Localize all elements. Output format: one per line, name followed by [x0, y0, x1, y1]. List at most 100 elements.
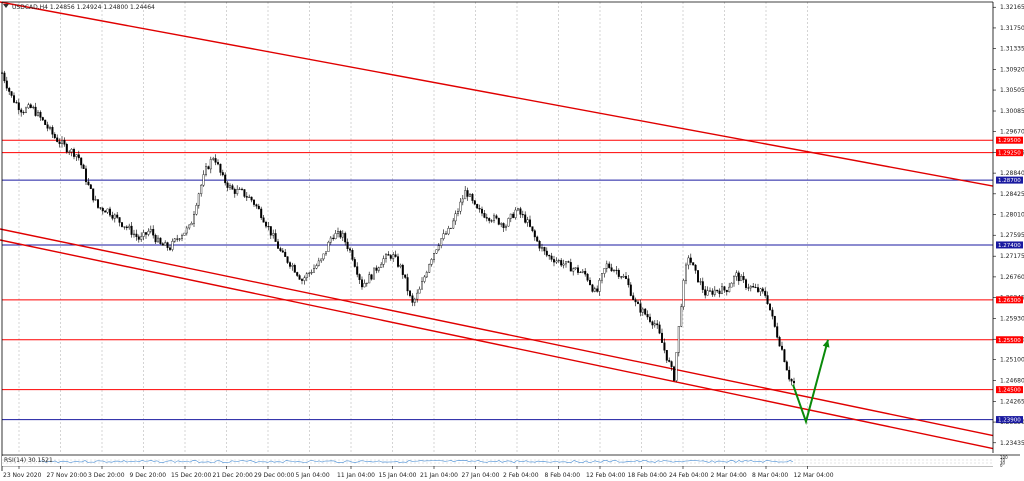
- candle-body: [613, 269, 616, 272]
- candle-body: [574, 267, 577, 269]
- candle-body: [610, 267, 613, 272]
- candle-body: [502, 223, 505, 228]
- price-tick-label: 1.24265: [1000, 398, 1024, 405]
- candle-body: [368, 274, 371, 284]
- time-tick-label: 18 Feb 04:00: [628, 472, 668, 479]
- candle-body: [87, 181, 90, 185]
- candle-body: [41, 117, 44, 121]
- candle-body: [58, 141, 61, 144]
- level-tag-label: 1.27400: [998, 243, 1021, 249]
- candle-body: [370, 274, 373, 280]
- candle-body: [742, 276, 745, 280]
- candle-body: [125, 226, 128, 229]
- candle-body: [183, 232, 186, 236]
- candle-body: [245, 196, 248, 198]
- candle-body: [334, 233, 337, 240]
- candle-body: [680, 306, 683, 327]
- trendlines: [0, 1, 994, 450]
- candle-body: [289, 262, 292, 267]
- candle-body: [192, 214, 195, 224]
- candle-body: [339, 231, 342, 238]
- candle-body: [488, 218, 491, 221]
- candle-body: [507, 218, 510, 227]
- candle-body: [725, 289, 728, 293]
- candle-body: [265, 221, 268, 227]
- candle-body: [437, 245, 440, 250]
- candle-body: [687, 257, 690, 266]
- candle-body: [344, 233, 347, 243]
- candle-body: [356, 266, 359, 275]
- candle-body: [425, 272, 428, 278]
- trendline: [0, 239, 994, 450]
- candle-body: [418, 288, 421, 294]
- candle-body: [416, 292, 419, 300]
- candle-body: [598, 279, 601, 292]
- candle-body: [495, 215, 498, 219]
- candle-body: [5, 80, 8, 89]
- price-tick-label: 1.28425: [1000, 191, 1024, 198]
- level-tag: [996, 416, 1023, 424]
- candle-body: [164, 242, 167, 246]
- candle-body: [706, 290, 709, 296]
- candle-body: [118, 217, 121, 223]
- candle-body: [713, 289, 716, 295]
- candle-body: [529, 219, 532, 227]
- candle-body: [113, 214, 116, 219]
- rsi-tick-label: 0: [1000, 463, 1003, 468]
- candle-body: [531, 226, 534, 231]
- candle-body: [209, 159, 212, 170]
- candle-body: [759, 288, 762, 292]
- candle-body: [718, 290, 721, 294]
- candle-body: [764, 290, 767, 296]
- time-tick-label: 9 Dec 20:00: [130, 472, 167, 479]
- price-tick-label: 1.23435: [1000, 440, 1024, 447]
- candle-body: [533, 230, 536, 238]
- candle-body: [579, 271, 582, 273]
- candle-body: [512, 213, 515, 218]
- candle-body: [421, 281, 424, 290]
- candle-body: [168, 247, 171, 250]
- candle-body: [454, 213, 457, 222]
- candle-body: [603, 268, 606, 274]
- candle-body: [231, 185, 234, 190]
- candle-body: [701, 281, 704, 290]
- candle-body: [84, 168, 87, 183]
- candle-body: [3, 72, 6, 82]
- price-tick-label: 1.29670: [1000, 129, 1024, 136]
- chart-menu-icon[interactable]: [3, 4, 9, 8]
- candle-body: [262, 217, 265, 223]
- candle-body: [524, 214, 527, 223]
- time-tick-label: 2 Feb 04:00: [503, 472, 539, 479]
- candle-body: [171, 241, 174, 250]
- candle-body: [274, 233, 277, 242]
- rsi-tick-label: 70: [1000, 458, 1006, 463]
- candle-body: [214, 158, 217, 163]
- candle-body: [128, 225, 131, 229]
- candle-body: [377, 267, 380, 271]
- price-tick-label: 1.28010: [1000, 212, 1024, 219]
- candle-body: [406, 277, 409, 292]
- level-tag-label: 1.29500: [998, 138, 1021, 144]
- level-tag-label: 1.23900: [998, 418, 1021, 424]
- price-tick-label: 1.30505: [1000, 87, 1024, 94]
- grid-lines: [18, 2, 808, 453]
- price-tick-label: 1.30085: [1000, 108, 1024, 115]
- candle-body: [15, 102, 18, 104]
- price-tick-label: 1.31335: [1000, 46, 1024, 53]
- candle-body: [332, 237, 335, 240]
- candle-body: [394, 254, 397, 257]
- candle-body: [120, 222, 123, 227]
- candle-body: [301, 279, 304, 281]
- candle-body: [353, 259, 356, 267]
- candle-body: [569, 262, 572, 272]
- candle-body: [514, 209, 517, 218]
- time-tick-label: 24 Feb 04:00: [669, 472, 709, 479]
- candle-body: [565, 261, 568, 265]
- candle-body: [56, 137, 59, 142]
- forecast-arrowhead: [822, 339, 830, 348]
- price-tick-label: 1.28840: [1000, 170, 1024, 177]
- candle-body: [757, 287, 760, 292]
- forecast-arrow: [792, 339, 830, 425]
